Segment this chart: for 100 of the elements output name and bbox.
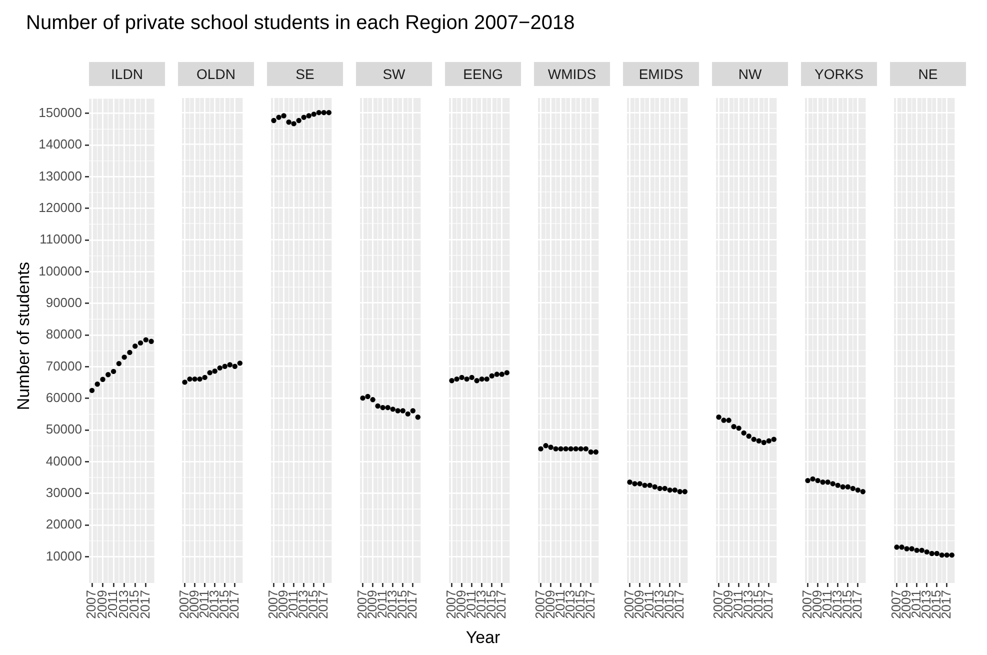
point	[316, 110, 322, 116]
point	[94, 382, 100, 387]
point	[504, 370, 510, 376]
point	[415, 414, 420, 420]
point	[771, 436, 776, 442]
point	[805, 478, 810, 484]
point	[197, 376, 202, 382]
point	[548, 444, 554, 450]
point	[766, 438, 772, 444]
point	[207, 370, 212, 376]
chart-subtitle: EMIDS	[623, 62, 699, 86]
point	[143, 337, 148, 342]
point	[825, 480, 830, 485]
point	[360, 395, 366, 401]
point	[132, 344, 138, 349]
y-tick-label: 140000	[38, 136, 82, 152]
point	[469, 374, 474, 380]
point	[127, 350, 132, 356]
point	[380, 404, 386, 410]
point	[538, 446, 544, 452]
y-tick-label: 120000	[38, 200, 82, 215]
point	[657, 486, 662, 492]
point	[232, 364, 238, 369]
point	[187, 376, 192, 382]
point	[182, 380, 188, 385]
point	[642, 482, 648, 488]
y-tick-label: 130000	[38, 168, 82, 184]
point	[944, 552, 950, 558]
chart-subtitle: YORKS	[801, 62, 877, 86]
point	[741, 430, 746, 436]
point	[385, 404, 390, 410]
point	[573, 446, 578, 452]
x-axis-title: Year	[466, 628, 500, 648]
point	[326, 110, 332, 116]
point	[924, 549, 930, 555]
y-tick-label: 30000	[46, 484, 82, 500]
point	[410, 408, 416, 414]
point	[588, 449, 594, 455]
point	[148, 338, 154, 344]
point	[662, 486, 668, 492]
point	[291, 121, 296, 126]
point	[365, 394, 370, 400]
point	[716, 414, 722, 420]
point	[835, 482, 840, 488]
point	[281, 113, 286, 118]
point	[672, 487, 678, 493]
y-tick-label: 40000	[46, 453, 82, 468]
point	[627, 480, 632, 485]
point	[894, 544, 900, 550]
point	[593, 449, 598, 455]
point	[736, 426, 742, 431]
y-tick-label: 80000	[46, 326, 82, 342]
point	[395, 408, 400, 414]
chart-subtitle: EENG	[445, 62, 521, 86]
y-tick-label: 20000	[46, 516, 82, 532]
point	[100, 376, 106, 382]
point	[301, 114, 306, 120]
point	[919, 548, 924, 553]
point	[583, 446, 588, 452]
point	[321, 110, 326, 116]
point	[568, 446, 574, 452]
y-tick-label: 10000	[46, 548, 82, 564]
point	[296, 118, 302, 124]
y-tick-label: 100000	[38, 263, 82, 278]
point	[116, 360, 122, 366]
point	[810, 476, 816, 482]
point	[227, 362, 232, 368]
point	[637, 481, 642, 486]
point	[578, 446, 584, 452]
point	[914, 548, 920, 553]
point	[761, 440, 766, 446]
point	[751, 436, 756, 442]
point	[756, 438, 762, 444]
y-tick-label: 70000	[46, 358, 82, 374]
point	[939, 552, 944, 558]
point	[543, 443, 548, 448]
text: Number of private school students in each Region 2007−2018	[25, 11, 576, 36]
point	[746, 434, 752, 439]
point	[484, 376, 490, 382]
point	[563, 446, 568, 452]
point	[489, 373, 494, 378]
point	[845, 484, 850, 490]
point	[929, 550, 934, 556]
point	[494, 372, 500, 377]
y-tick-label: 50000	[46, 422, 82, 437]
point	[212, 368, 218, 374]
point	[122, 354, 127, 360]
point	[726, 418, 732, 423]
point	[306, 113, 312, 118]
y-tick-label: 90000	[46, 294, 82, 310]
chart-subtitle: NW	[712, 62, 788, 86]
point	[474, 378, 480, 384]
point	[217, 365, 222, 371]
point	[405, 411, 410, 417]
point	[110, 368, 116, 374]
point	[830, 481, 836, 486]
point	[652, 484, 658, 490]
point	[271, 118, 276, 124]
point	[632, 481, 638, 486]
point	[731, 424, 736, 430]
